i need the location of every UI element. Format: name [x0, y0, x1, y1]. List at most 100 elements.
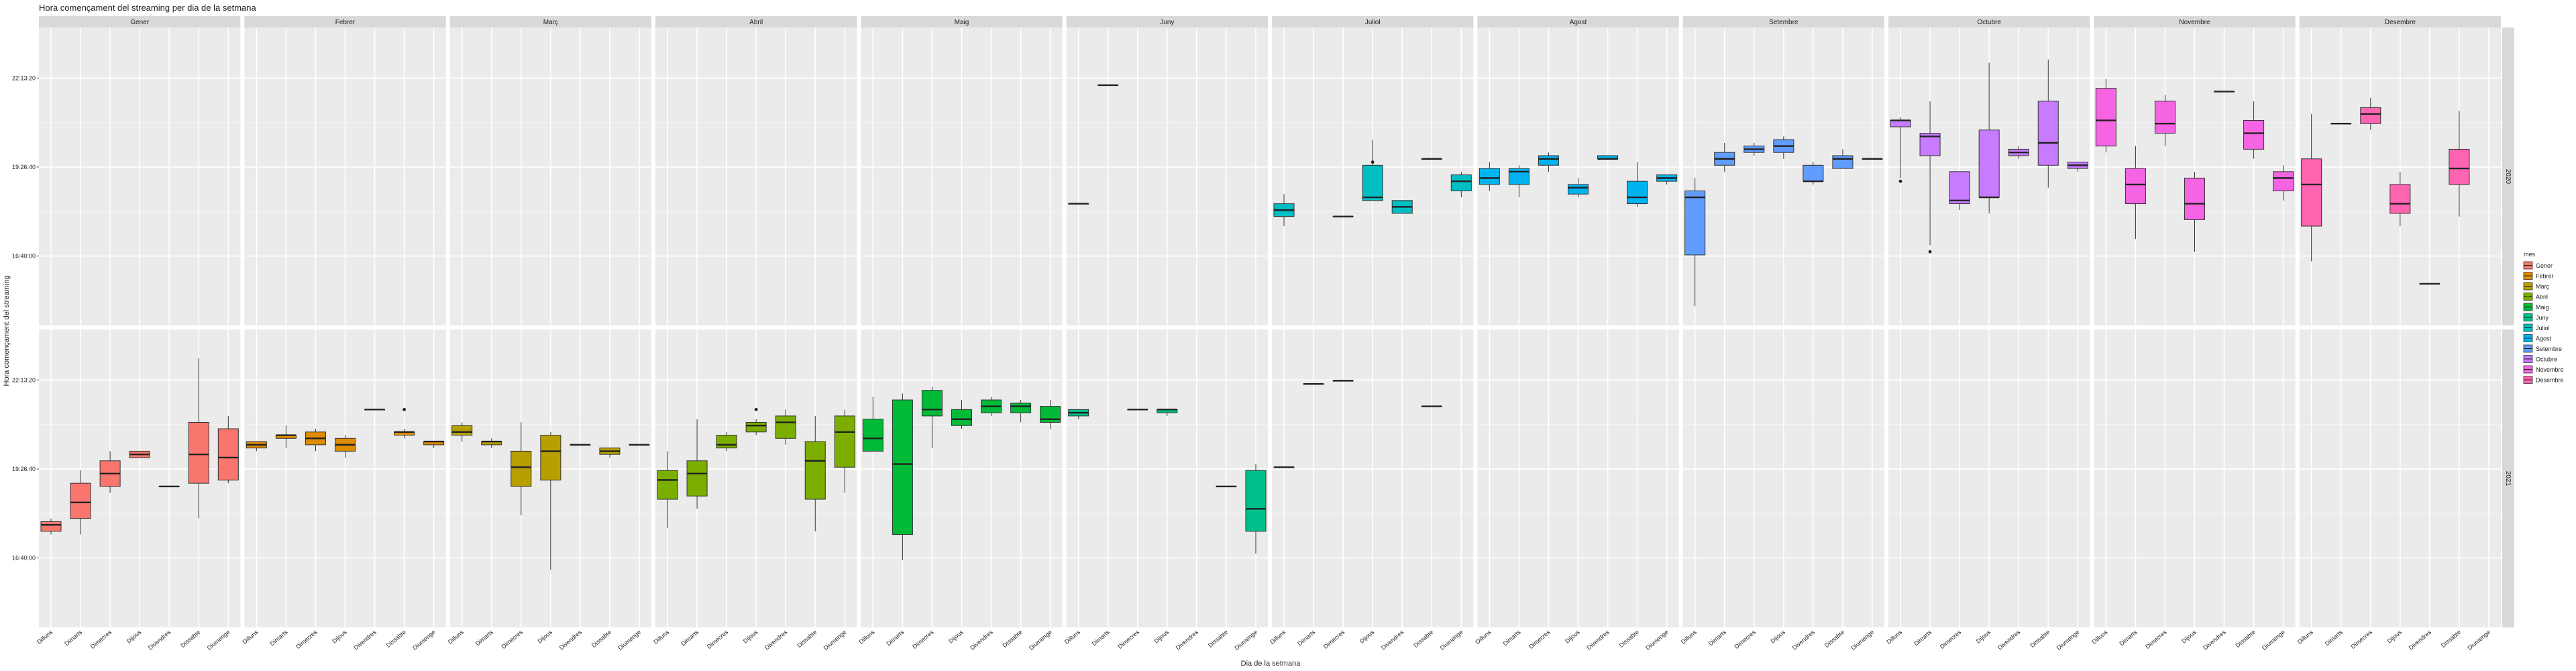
box-2021-Març-Dilluns — [451, 422, 473, 442]
box-body — [2037, 101, 2059, 166]
facet-strip-label: Juny — [1160, 19, 1174, 26]
y-tick-label: 22:13:20 — [12, 74, 36, 81]
facet-strip — [449, 16, 651, 28]
x-tick-label: Dilluns — [652, 629, 671, 646]
x-tick-label: Dissabte — [1002, 629, 1024, 649]
x-tick-label: Dimecres — [1733, 629, 1758, 650]
facet-strip-label: Febrer — [335, 19, 356, 26]
box-2020-Agost-Divendres — [1597, 155, 1619, 160]
facet-strip-label: Gener — [130, 19, 149, 26]
x-tick-label: Dijous — [125, 629, 143, 645]
box-body — [1890, 119, 1911, 127]
x-tick-label: Dijous — [1358, 629, 1376, 645]
box-2021-Maig-Dissabte — [1010, 400, 1032, 423]
box-2021-Març-Diumenge — [629, 444, 650, 446]
box-2021-Febrer-Dimarts — [275, 425, 297, 448]
box-2020-Juny-Dilluns — [1068, 203, 1089, 205]
box-2020-Desembre-Dimarts — [2330, 123, 2352, 125]
box-2020-Juliol-Dilluns — [1273, 194, 1295, 226]
box-body — [1479, 168, 1500, 185]
x-axis-label: Dia de la setmana — [1241, 660, 1301, 668]
box-body — [892, 399, 913, 535]
box-2021-Maig-Dilluns — [862, 397, 883, 452]
x-tick-label: Dilluns — [1063, 629, 1082, 646]
box-body — [217, 428, 239, 480]
y-tick-label: 19:26:40 — [12, 466, 36, 472]
row-strip-label: 2021 — [2504, 471, 2512, 486]
legend-label: Juliol — [2536, 325, 2550, 331]
box-2020-Setembre-Dimecres — [1743, 142, 1765, 156]
x-tick-label: Dimecres — [911, 629, 935, 650]
box-body — [745, 421, 767, 433]
x-tick-label: Dilluns — [241, 629, 260, 646]
box-2021-Gener-Dijous — [129, 450, 150, 458]
legend-title: mes — [2524, 251, 2536, 258]
box-body — [1567, 184, 1589, 195]
facet-strip — [1888, 16, 2090, 28]
box-2021-Gener-Diumenge — [217, 415, 239, 484]
x-tick-label: Dimarts — [63, 629, 84, 648]
box-body — [2390, 184, 2411, 214]
x-tick-label: Dimarts — [1707, 629, 1728, 648]
box-2021-Juny-Dilluns — [1068, 409, 1089, 419]
x-tick-label: Dimecres — [294, 629, 319, 650]
box-2020-Novembre-Dissabte — [2243, 101, 2265, 159]
box-2021-Abril-Diumenge — [834, 409, 855, 493]
x-tick-label: Diumenge — [822, 629, 848, 652]
facet-strip — [244, 16, 446, 28]
facet-strip-label: Agost — [1570, 19, 1587, 26]
facet-strip-label: Novembre — [2179, 19, 2210, 26]
outlier-point — [1898, 179, 1902, 183]
facet-strip — [1066, 16, 1268, 28]
x-tick-label: Dimarts — [269, 629, 290, 648]
box-body — [862, 419, 883, 452]
x-tick-label: Dissabte — [1207, 629, 1229, 649]
box-2021-Març-Dissabte — [599, 448, 621, 458]
x-tick-label: Dimarts — [1091, 629, 1112, 648]
x-tick-label: Divendres — [558, 629, 584, 652]
box-body — [2273, 171, 2294, 191]
legend-label: Juny — [2536, 315, 2549, 321]
box-body — [1684, 190, 1706, 256]
box-body — [686, 460, 708, 497]
x-tick-label: Divendres — [1996, 629, 2022, 652]
x-tick-label: Dimarts — [885, 629, 906, 648]
row-strip — [2502, 329, 2514, 627]
box-body — [1832, 155, 1854, 169]
x-tick-label: Diumenge — [1233, 629, 1258, 652]
facet-strip — [861, 16, 1063, 28]
box-body — [1949, 171, 1970, 205]
box-body — [2360, 107, 2381, 124]
box-2020-Agost-Dimarts — [1508, 165, 1529, 198]
outlier-point — [402, 407, 406, 411]
box-body — [451, 425, 473, 436]
box-2021-Maig-Dimecres — [921, 386, 943, 448]
box-2021-Març-Divendres — [570, 444, 591, 446]
box-2020-Juliol-Divendres — [1391, 200, 1413, 214]
x-tick-label: Divendres — [352, 629, 378, 652]
x-tick-label: Dimecres — [1527, 629, 1552, 650]
box-body — [951, 409, 973, 426]
box-2021-Maig-Dimarts — [892, 393, 913, 560]
x-tick-label: Dissabte — [1823, 629, 1845, 649]
box-2020-Octubre-Divendres — [2008, 146, 2029, 159]
box-2021-Gener-Dimarts — [70, 470, 91, 535]
facet-strip — [1477, 16, 1679, 28]
x-tick-label: Diumenge — [1439, 629, 1464, 652]
facet-strip-label: Maig — [955, 19, 969, 26]
facet-strip-label: Abril — [749, 19, 763, 26]
box-2021-Febrer-Divendres — [364, 409, 386, 411]
x-tick-label: Diumenge — [2261, 629, 2286, 652]
box-2021-Març-Dijous — [540, 431, 561, 570]
box-body — [40, 521, 62, 532]
x-tick-label: Dimarts — [1296, 629, 1317, 648]
box-2020-Novembre-Dimecres — [2154, 95, 2176, 146]
x-tick-label: Dilluns — [2296, 629, 2315, 646]
box-body — [511, 450, 532, 487]
legend-label: Desembre — [2536, 377, 2564, 384]
x-tick-label: Dimarts — [1502, 629, 1523, 648]
x-tick-label: Diumenge — [411, 629, 437, 652]
box-body — [716, 435, 737, 449]
